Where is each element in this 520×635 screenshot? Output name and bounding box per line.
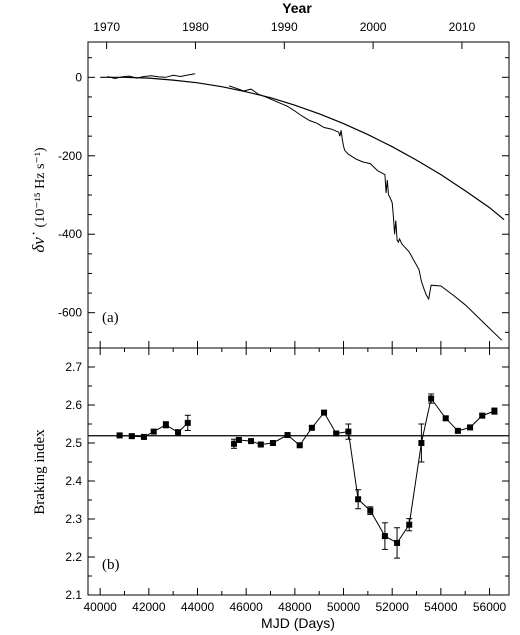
data-point: [333, 430, 340, 437]
data-point: [308, 424, 315, 431]
x-tick-label-b: 42000: [132, 600, 166, 614]
top-tick-label: 2000: [360, 20, 387, 34]
x-tick-label-b: 52000: [376, 600, 410, 614]
data-point: [140, 433, 147, 440]
x-tick-label-b: 40000: [83, 600, 117, 614]
top-tick-label: 1990: [271, 20, 298, 34]
y-tick-label-a: -400: [58, 227, 82, 241]
y-tick-label-a: 0: [75, 70, 82, 84]
braking-index-line: [233, 397, 495, 544]
y-tick-label-b: 2.3: [65, 512, 82, 526]
y-tick-label-b: 2.7: [65, 360, 82, 374]
data-point: [269, 440, 276, 446]
data-point: [175, 429, 182, 436]
data-point: [428, 395, 435, 402]
y-tick-label-a: -200: [58, 149, 82, 163]
panel-a-label: (a): [102, 310, 119, 326]
observed-series-line: [228, 85, 503, 341]
data-point: [128, 433, 135, 440]
y-tick-label-a: -600: [58, 306, 82, 320]
top-tick-label: 2010: [449, 20, 476, 34]
panel-b-label: (b): [102, 557, 120, 573]
data-point: [394, 539, 401, 546]
data-point: [345, 428, 352, 435]
x-tick-label-b: 50000: [327, 600, 361, 614]
x-tick-label-b: 44000: [181, 600, 215, 614]
ylabel-unit: (10⁻¹⁵ Hz s⁻¹): [33, 147, 48, 227]
data-point: [454, 427, 461, 434]
data-point: [150, 428, 157, 435]
top-tick-label: 1980: [182, 20, 209, 34]
panel-a-marks: 1970 1980 1990 2000 2010 0 -200 -400 -600: [58, 20, 509, 348]
panel-b-ylabel: Braking index: [32, 429, 48, 515]
data-point: [235, 436, 242, 443]
panel-a-ylabel: δν̇ (10⁻¹⁵ Hz s⁻¹): [29, 147, 48, 253]
data-point: [479, 412, 486, 419]
panel-b-frame: [87, 347, 510, 596]
data-point: [467, 424, 474, 431]
y-tick-label-b: 2.4: [65, 474, 82, 488]
model-series-line: [100, 76, 505, 221]
top-tick-label: 1970: [93, 20, 120, 34]
data-point: [406, 521, 413, 528]
x-tick-label-b: 48000: [278, 600, 312, 614]
data-point: [321, 409, 328, 416]
panel-a-frame: [87, 41, 510, 349]
x-tick-label-b: 56000: [473, 600, 507, 614]
data-point: [231, 440, 238, 447]
data-point: [257, 441, 264, 448]
y-tick-label-b: 2.2: [65, 550, 82, 564]
data-point: [116, 432, 123, 439]
data-point: [418, 440, 425, 446]
x-tick-label-b: 54000: [424, 600, 458, 614]
y-tick-label-b: 2.5: [65, 436, 82, 450]
ylabel-symbol: δν̇: [29, 232, 48, 252]
data-point: [284, 432, 291, 439]
panel-b-xlabel: MJD (Days): [261, 615, 335, 631]
top-axis-title: Year: [282, 0, 312, 16]
y-tick-label-b: 2.6: [65, 398, 82, 412]
x-tick-label-b: 46000: [229, 600, 263, 614]
data-point: [248, 438, 255, 445]
y-tick-label-b: 2.1: [65, 588, 82, 602]
data-point: [355, 496, 362, 503]
data-point: [162, 421, 169, 428]
data-point: [491, 408, 498, 415]
data-point: [367, 507, 374, 514]
data-point: [184, 419, 191, 426]
data-point: [381, 533, 388, 540]
panel-b-marks: 40000 42000 44000 46000 48000 50000 52000 54000…: [65, 348, 509, 614]
data-point: [442, 415, 449, 422]
data-point: [296, 442, 303, 449]
